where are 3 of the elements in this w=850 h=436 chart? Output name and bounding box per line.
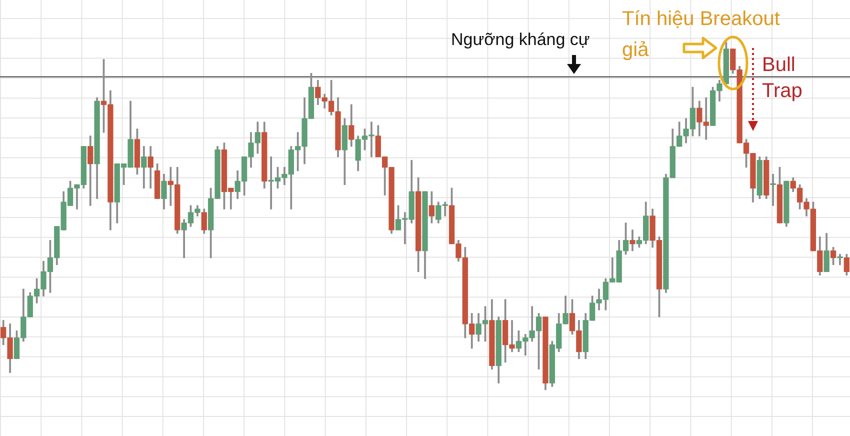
annotation: Ngưỡng kháng cự — [451, 30, 590, 49]
candlestick — [770, 174, 776, 206]
candlestick — [837, 254, 843, 266]
